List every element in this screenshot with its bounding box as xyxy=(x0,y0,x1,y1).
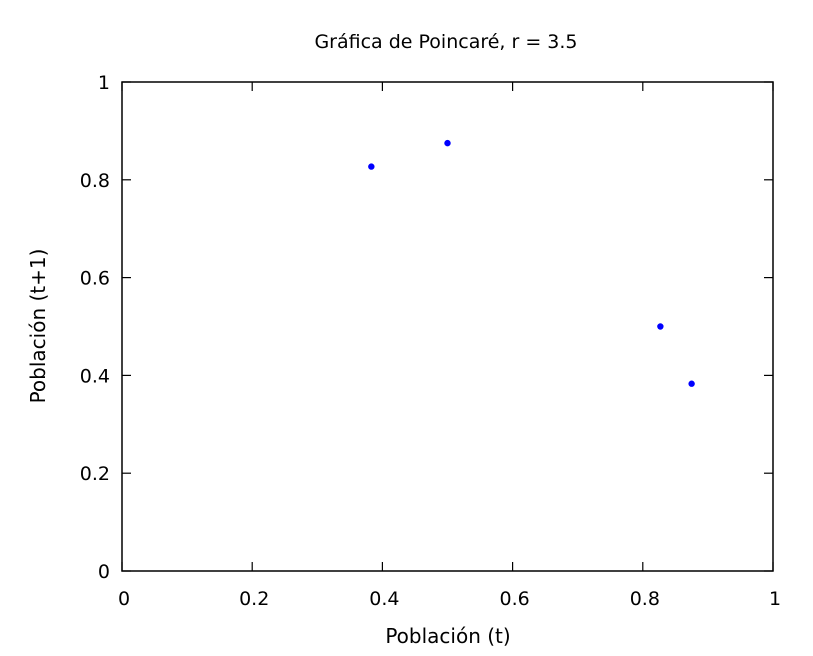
y-tick-label: 0.6 xyxy=(80,268,110,290)
plot-frame xyxy=(121,81,774,572)
y-tick-label: 0.8 xyxy=(80,170,110,192)
plot-border xyxy=(121,81,774,572)
x-tick-label: 0.4 xyxy=(369,588,399,610)
tick-labels: 0 0.2 0.4 0.6 0.8 1 0 0.2 0.4 0.6 0.8 1 xyxy=(80,72,781,610)
axis-ticks xyxy=(121,81,774,572)
data-point xyxy=(657,323,664,330)
chart-title: Gráfica de Poincaré, r = 3.5 xyxy=(314,31,577,53)
x-tick-label: 0 xyxy=(118,588,130,610)
y-tick-label: 1 xyxy=(98,72,110,94)
data-point xyxy=(444,139,451,147)
x-tick-label: 1 xyxy=(769,588,781,610)
x-tick-label: 0.6 xyxy=(499,588,529,610)
x-axis-label: Población (t) xyxy=(385,624,510,648)
x-tick-label: 0.8 xyxy=(630,588,660,610)
y-tick-label: 0.2 xyxy=(80,463,110,485)
data-point xyxy=(368,163,375,170)
x-tick-label: 0.2 xyxy=(239,588,269,610)
y-tick-label: 0.4 xyxy=(80,365,110,387)
y-tick-label: 0 xyxy=(98,561,110,583)
data-point xyxy=(688,380,695,387)
y-axis-label: Población (t+1) xyxy=(26,249,50,404)
data-points xyxy=(368,139,695,387)
